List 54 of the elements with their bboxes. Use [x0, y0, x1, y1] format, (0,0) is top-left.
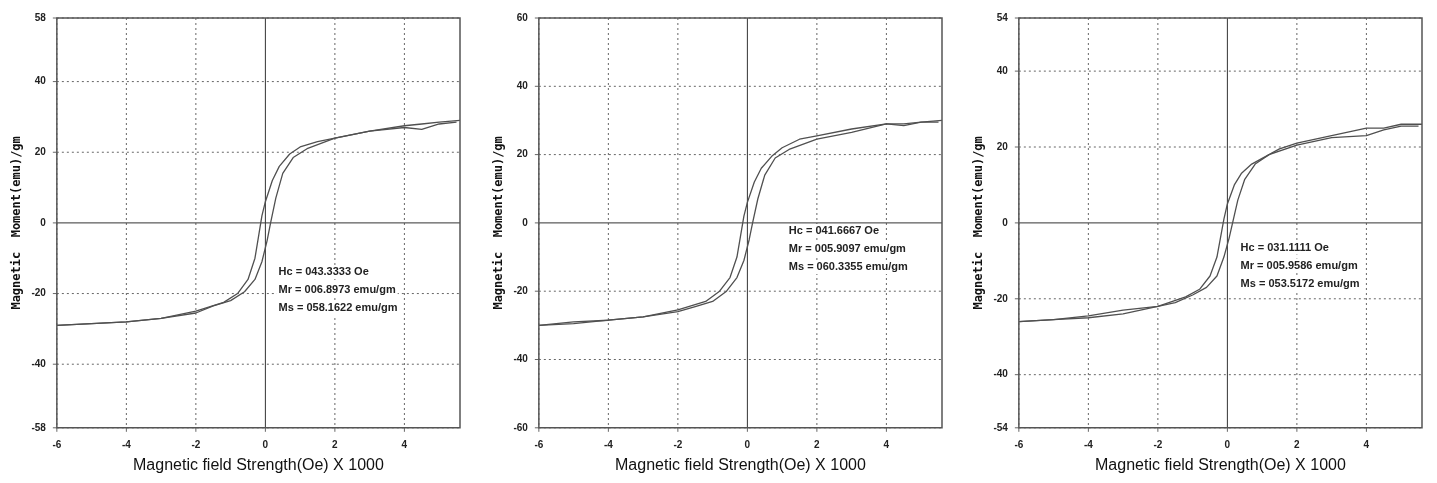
x-tick-label: 0 [262, 438, 269, 450]
y-tick-label: -20 [513, 284, 529, 296]
annotation: Ms = 058.1622 emu/gm [278, 301, 398, 314]
x-tick-label: 4 [401, 438, 408, 450]
x-tick-label: 0 [1224, 438, 1231, 450]
y-axis-title: Magnetic Moment(emu)/gm [971, 136, 986, 310]
y-tick-label: 0 [40, 216, 47, 228]
x-tick-label: 2 [332, 438, 339, 450]
annotation: Hc = 043.3333 Oe [278, 265, 369, 278]
x-tick-label: 2 [814, 438, 821, 450]
x-tick-label: -2 [673, 438, 683, 450]
y-tick-label: 54 [996, 11, 1009, 23]
y-axis-title: Magnetic Moment(emu)/gm [491, 136, 506, 310]
x-axis-title: Magnetic field Strength(Oe) X 1000 [615, 455, 866, 473]
x-tick-label: -6 [52, 438, 62, 450]
y-tick-label: -20 [31, 287, 47, 299]
y-tick-label: -40 [513, 353, 529, 365]
y-tick-label: 40 [34, 75, 47, 87]
x-tick-label: -2 [1153, 438, 1163, 450]
y-tick-label: 20 [34, 145, 47, 157]
x-tick-label: 0 [744, 438, 751, 450]
x-tick-label: -4 [121, 438, 132, 450]
y-tick-label: 40 [996, 64, 1009, 76]
y-tick-label: 0 [522, 216, 529, 228]
y-axis-title: Magnetic Moment(emu)/gm [9, 136, 24, 310]
y-tick-label: -60 [513, 421, 529, 433]
annotation: Ms = 053.5172 emu/gm [1240, 276, 1360, 289]
y-tick-label: -54 [993, 421, 1009, 433]
annotation: Mr = 005.9097 emu/gm [788, 242, 907, 255]
x-tick-label: -6 [534, 438, 544, 450]
x-tick-label: -6 [1014, 438, 1024, 450]
y-tick-label: -40 [31, 357, 47, 369]
y-tick-label: 40 [516, 80, 529, 92]
y-tick-label: 0 [1002, 216, 1009, 228]
x-tick-label: 4 [883, 438, 890, 450]
x-tick-label: 2 [1294, 438, 1301, 450]
annotation: Hc = 031.1111 Oe [1240, 240, 1329, 253]
y-tick-label: 20 [996, 140, 1009, 152]
x-axis-title: Magnetic field Strength(Oe) X 1000 [1095, 455, 1346, 473]
x-tick-label: -4 [1083, 438, 1094, 450]
annotation: Mr = 005.9586 emu/gm [1240, 258, 1358, 271]
y-tick-label: -40 [993, 368, 1009, 380]
x-tick-label: -2 [191, 438, 201, 450]
annotation: Mr = 006.8973 emu/gm [278, 283, 396, 296]
x-tick-label: -4 [603, 438, 614, 450]
y-tick-label: -20 [993, 292, 1009, 304]
x-tick-label: 4 [1363, 438, 1370, 450]
annotation: Ms = 060.3355 emu/gm [788, 260, 908, 273]
y-tick-label: -58 [31, 421, 47, 433]
annotation: Hc = 041.6667 Oe [788, 224, 880, 237]
x-axis-title: Magnetic field Strength(Oe) X 1000 [133, 455, 384, 473]
y-tick-label: 58 [34, 11, 47, 23]
y-tick-label: 60 [516, 11, 529, 23]
y-tick-label: 20 [516, 148, 529, 160]
